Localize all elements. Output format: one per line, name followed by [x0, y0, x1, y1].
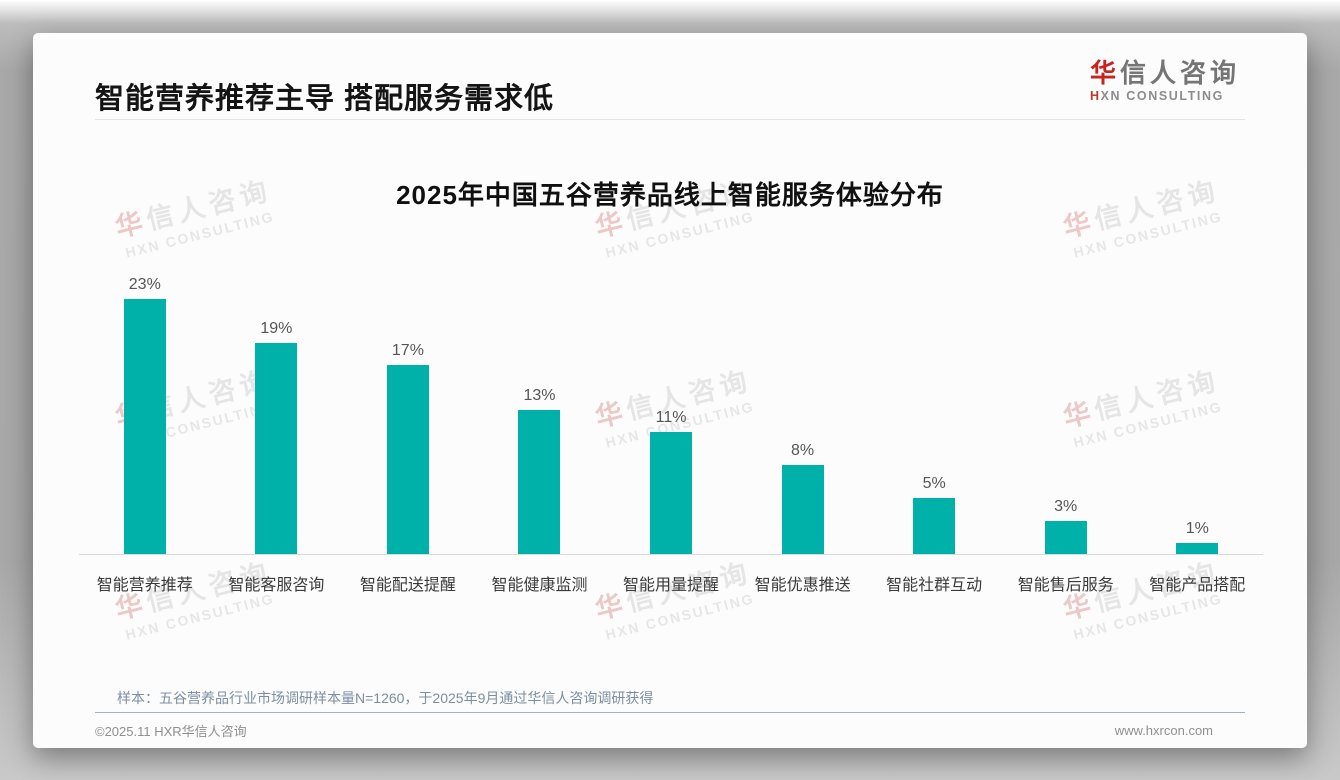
brand-logo-english: HXN CONSULTING: [1090, 89, 1240, 103]
copyright-text: ©2025.11 HXR华信人咨询: [95, 724, 247, 739]
category-label: 智能社群互动: [886, 577, 983, 594]
category-label: 智能营养推荐: [96, 577, 193, 594]
page-title: 智能营养推荐主导 搭配服务需求低: [95, 83, 555, 115]
bar-column: 1%: [1132, 520, 1264, 554]
bar-value-label: 13%: [523, 387, 556, 404]
category-label: 智能优惠推送: [754, 577, 851, 594]
bar: [913, 498, 956, 554]
bar-chart: 23% 19% 17% 13% 11% 8% 5% 3% 1% 智能营养推荐 智能客服咨询 智能配送…: [79, 276, 1264, 595]
chart-title: 2025年中国五谷营养品线上智能服务体验分布: [396, 180, 944, 210]
bar: [781, 465, 824, 554]
bar: [255, 343, 298, 554]
brand-logo-chinese: 华信人咨询: [1089, 58, 1240, 89]
slide-card: 华信人咨询 HXN CONSULTING 华信人咨询 HXN CONSULTING 华信…: [33, 33, 1307, 748]
brand-logo-text: 信人咨询: [1119, 58, 1240, 88]
bar-column: 3%: [1000, 498, 1132, 554]
bar-value-label: 8%: [791, 442, 815, 459]
footer-divider: [95, 712, 1245, 713]
bar: [650, 432, 693, 554]
brand-logo-accent: 华: [1089, 58, 1120, 88]
bar-value-label: 5%: [922, 475, 946, 492]
bar-value-label: 17%: [391, 342, 424, 359]
category-label: 智能产品搭配: [1149, 577, 1246, 594]
brand-logo-english-accent: H: [1089, 88, 1101, 103]
bar: [1044, 521, 1087, 554]
category-label: 智能售后服务: [1017, 577, 1114, 594]
footer: ©2025.11 HXR华信人咨询 www.hxrcon.com: [95, 721, 1245, 740]
bar-column: 13%: [474, 387, 606, 554]
header-divider: [95, 119, 1245, 120]
brand-logo-english-text: XN CONSULTING: [1100, 88, 1224, 103]
bar-value-label: 11%: [655, 409, 687, 426]
category-label: 智能配送提醒: [359, 577, 456, 594]
category-label: 智能用量提醒: [623, 577, 720, 594]
bar-column: 11%: [605, 409, 737, 554]
sample-note: 样本：五谷营养品行业市场调研样本量N=1260，于2025年9月通过华信人咨询调…: [117, 690, 654, 706]
bar-value-label: 23%: [128, 276, 161, 293]
bar-value-label: 19%: [260, 320, 293, 337]
bar-column: 8%: [737, 442, 869, 554]
bar-column: 19%: [211, 320, 343, 554]
bar-value-label: 3%: [1054, 498, 1078, 515]
brand-logo: 华信人咨询 HXN CONSULTING: [1089, 58, 1240, 103]
website-text: www.hxrcon.com: [1114, 723, 1213, 738]
chart-plot-area: 23% 19% 17% 13% 11% 8% 5% 3% 1%: [79, 276, 1264, 555]
category-label: 智能客服咨询: [228, 577, 325, 594]
chart-category-axis: 智能营养推荐 智能客服咨询 智能配送提醒 智能健康监测 智能用量提醒 智能优惠推送 智能社群…: [79, 555, 1263, 595]
bar-value-label: 1%: [1185, 520, 1209, 537]
category-label: 智能健康监测: [491, 577, 588, 594]
bar: [518, 410, 561, 554]
bar: [123, 299, 166, 554]
bar: [386, 365, 429, 554]
bar: [1176, 543, 1219, 554]
bar-column: 23%: [79, 276, 211, 554]
bar-column: 17%: [342, 342, 474, 554]
bar-column: 5%: [868, 475, 1000, 554]
